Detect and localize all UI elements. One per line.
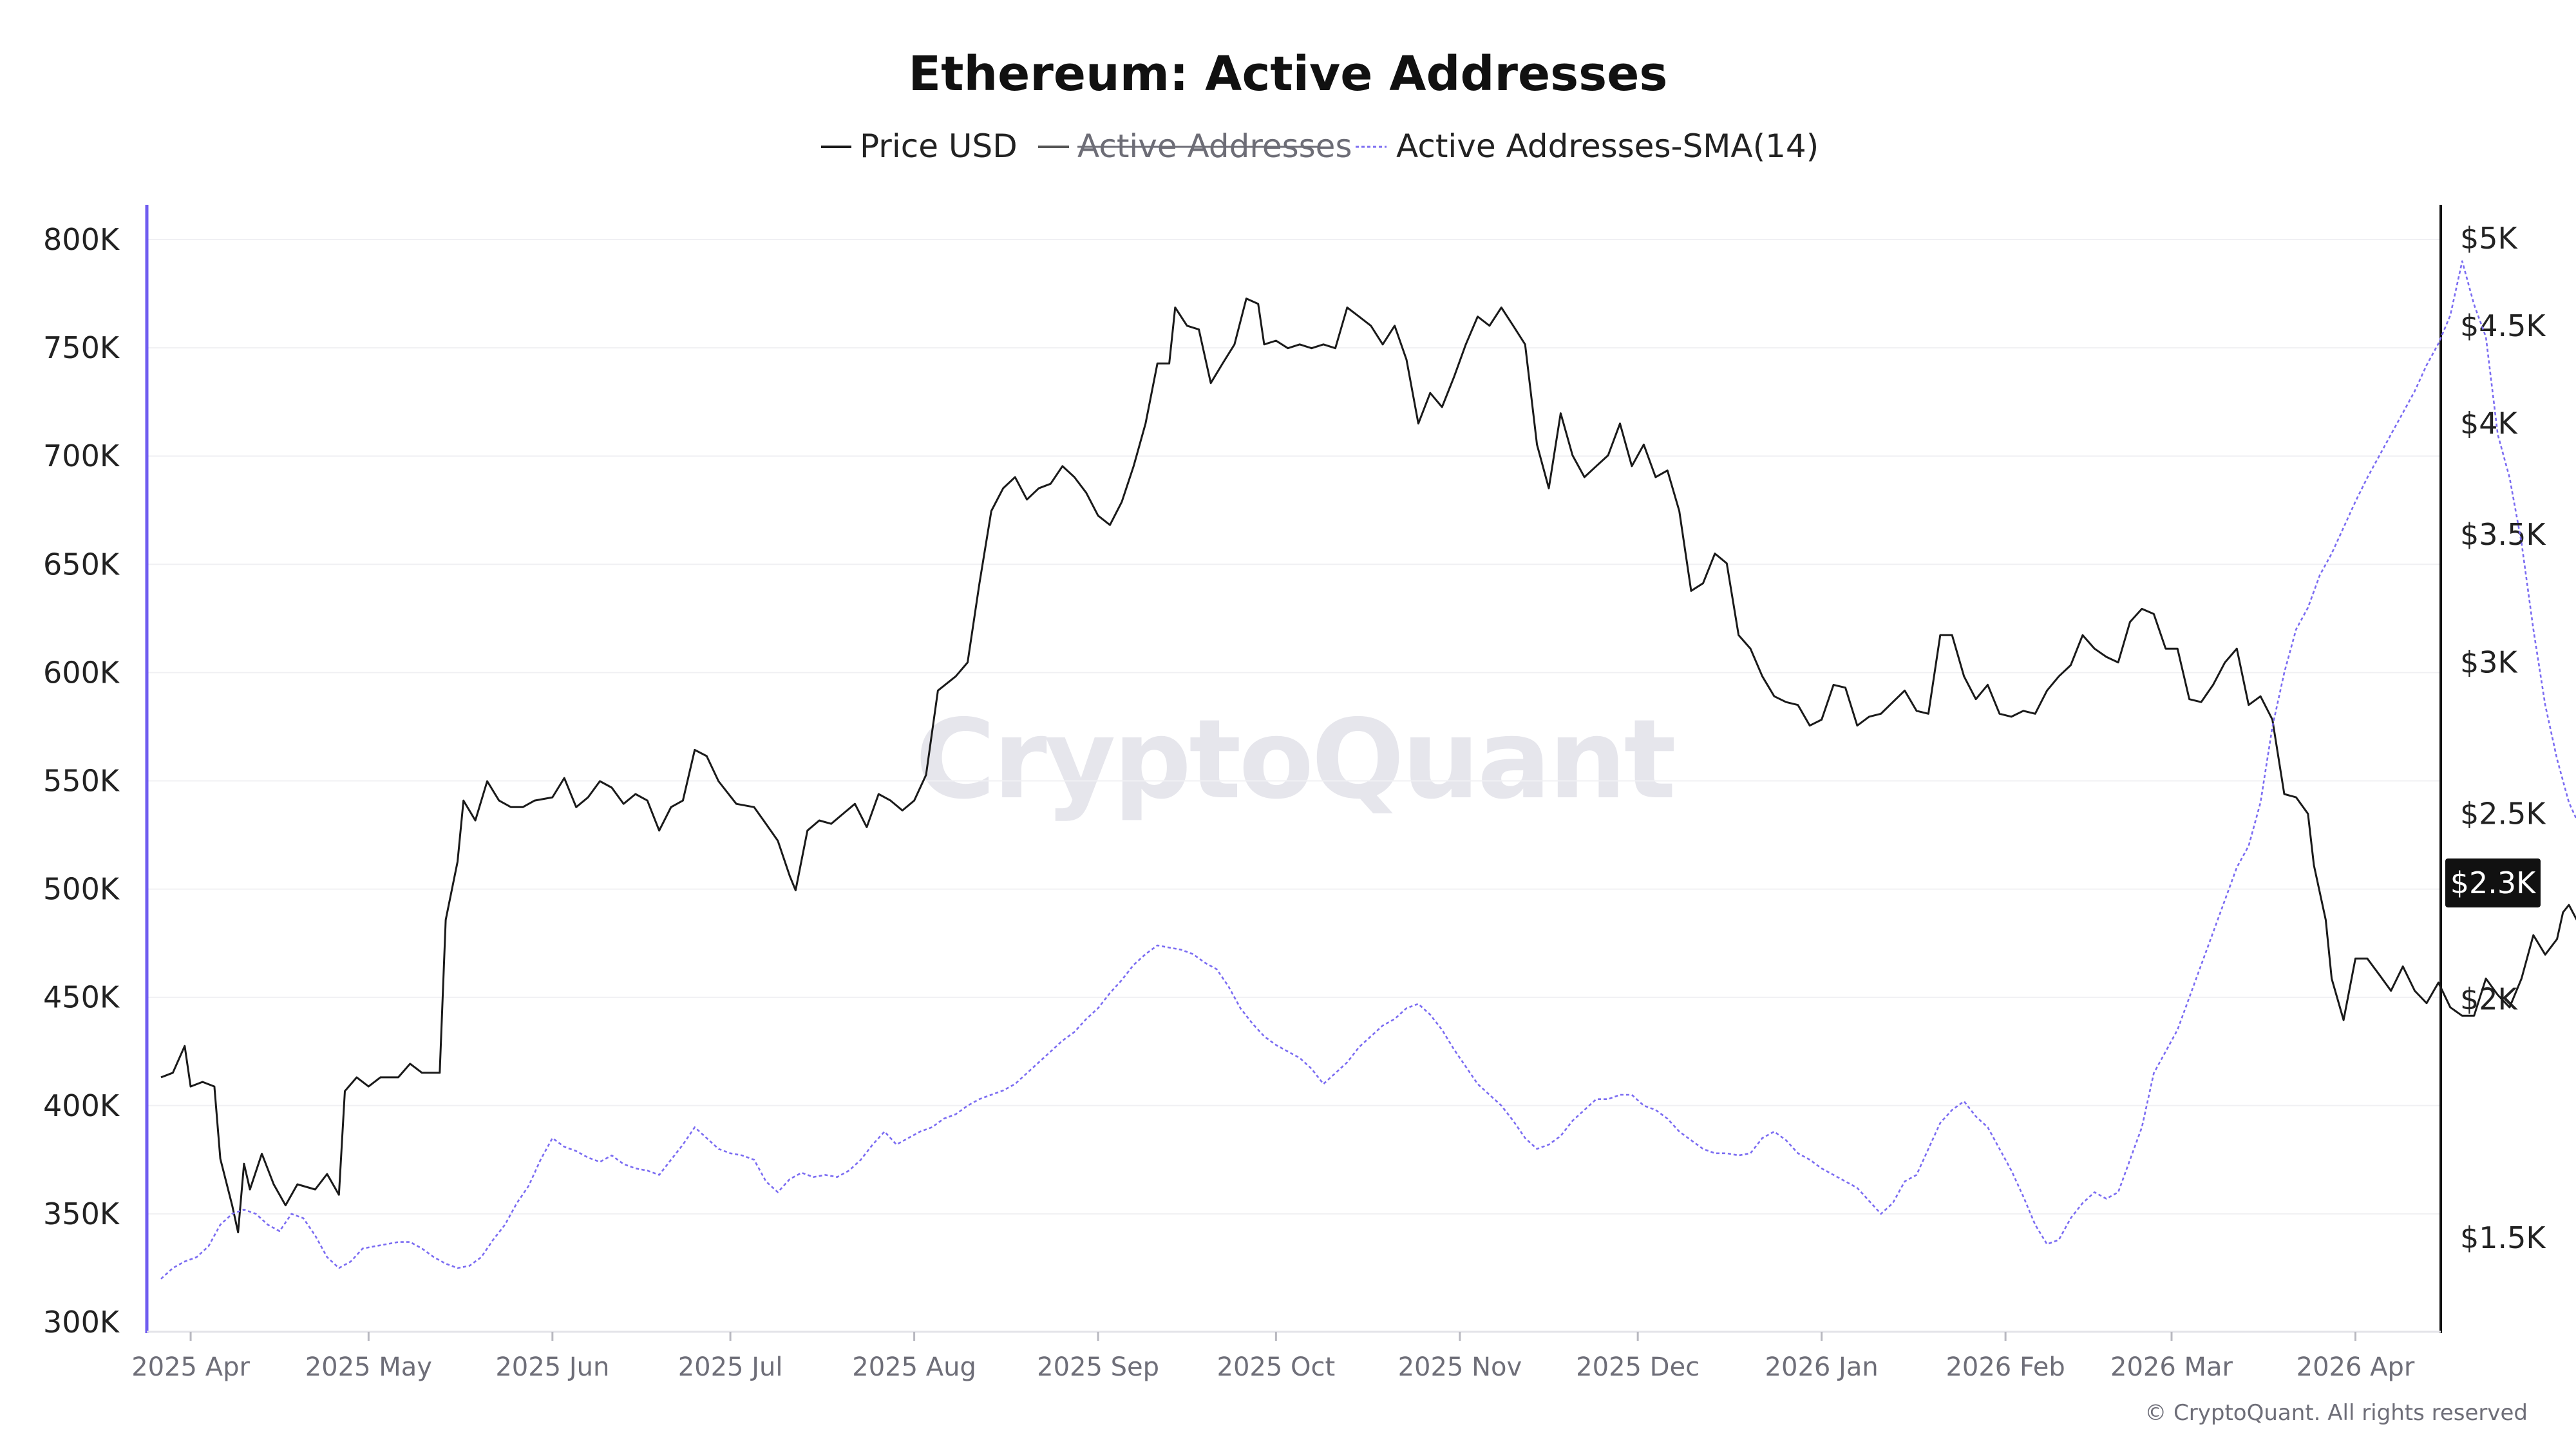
left-tick-label: 800K <box>43 222 120 257</box>
x-tick-label: 2025 Apr <box>131 1352 250 1382</box>
left-tick-label: 750K <box>43 330 120 365</box>
x-tick-label: 2026 Feb <box>1946 1352 2065 1382</box>
legend: Price USD Active Addresses Active Addres… <box>821 128 1819 165</box>
current-price-badge-bg <box>2445 858 2541 908</box>
right-axis-ticks: $1.5K $2K $2.5K $3K $3.5K $4K $4.5K $5K <box>2460 221 2546 1255</box>
price-usd-line <box>160 298 2576 1234</box>
x-axis-ticks: 2025 Apr 2025 May 2025 Jun 2025 Jul 2025 Aug… <box>131 1332 2415 1382</box>
x-tick-label: 2025 Jul <box>678 1352 783 1382</box>
left-tick-label: 700K <box>43 439 120 473</box>
copyright-notice: © CryptoQuant. All rights reserved <box>2145 1400 2528 1426</box>
left-axis-ticks: 300K 350K 400K 450K 500K 550K 600K 650K 700K 750K… <box>43 222 120 1340</box>
current-price-badge-label: $2.3K <box>2450 866 2537 900</box>
left-tick-label: 500K <box>43 872 120 907</box>
x-tick-label: 2025 Sep <box>1037 1352 1159 1382</box>
x-tick-label: 2026 Mar <box>2110 1352 2233 1382</box>
left-tick-label: 650K <box>43 547 120 582</box>
left-tick-label: 550K <box>43 764 120 799</box>
x-tick-label: 2025 Oct <box>1217 1352 1336 1382</box>
right-tick-label: $1.5K <box>2460 1220 2546 1255</box>
active-addresses-sma-line <box>160 260 2576 1280</box>
right-tick-label: $3K <box>2460 645 2519 680</box>
series <box>160 260 2576 1280</box>
legend-label-sma: Active Addresses-SMA(14) <box>1396 128 1819 165</box>
x-tick-label: 2025 Dec <box>1576 1352 1700 1382</box>
right-tick-label: $2.5K <box>2460 797 2546 831</box>
legend-item-active-addresses[interactable]: Active Addresses <box>1038 128 1352 165</box>
x-tick-label: 2025 May <box>305 1352 432 1382</box>
x-tick-label: 2025 Jun <box>495 1352 609 1382</box>
current-price-badge: $2.3K <box>2445 858 2541 908</box>
left-tick-label: 600K <box>43 655 120 690</box>
watermark: CryptoQuant <box>915 696 1674 824</box>
x-tick-label: 2026 Apr <box>2297 1352 2415 1382</box>
legend-item-active-addresses-sma[interactable]: Active Addresses-SMA(14) <box>1356 128 1819 165</box>
right-tick-label: $3.5K <box>2460 517 2546 552</box>
axes <box>145 205 2442 1333</box>
x-tick-label: 2025 Nov <box>1398 1352 1522 1382</box>
right-tick-label: $2K <box>2460 981 2519 1016</box>
x-tick-label: 2025 Aug <box>852 1352 976 1382</box>
x-tick-label: 2026 Jan <box>1765 1352 1879 1382</box>
right-tick-label: $4.5K <box>2460 308 2546 343</box>
legend-label-price-usd: Price USD <box>860 128 1018 165</box>
right-tick-label: $4K <box>2460 406 2519 441</box>
left-tick-label: 300K <box>43 1305 120 1340</box>
right-tick-label: $5K <box>2460 221 2519 256</box>
legend-item-price-usd[interactable]: Price USD <box>821 128 1018 165</box>
gridlines <box>147 239 2441 1215</box>
chart-title: Ethereum: Active Addresses <box>909 46 1668 102</box>
left-tick-label: 350K <box>43 1197 120 1231</box>
left-tick-label: 400K <box>43 1088 120 1123</box>
left-tick-label: 450K <box>43 980 120 1015</box>
